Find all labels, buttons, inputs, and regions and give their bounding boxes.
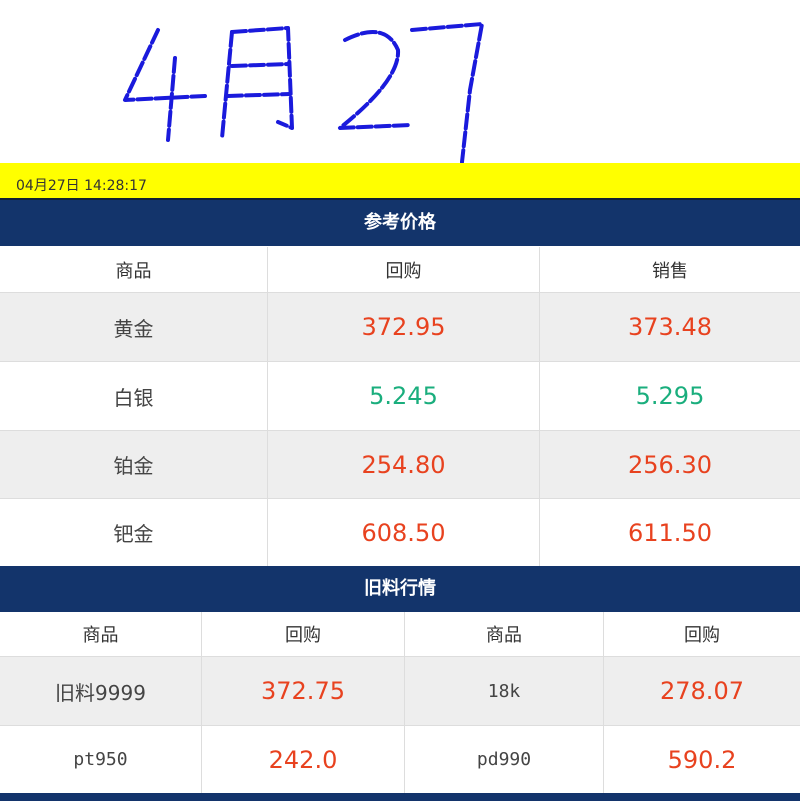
col-sell: 销售 <box>652 260 688 282</box>
product-name: 白银 <box>0 362 268 430</box>
reference-column-headers: 商品 回购 销售 <box>0 247 800 292</box>
table-row: 旧料9999 372.75 18k 278.07 <box>0 656 800 725</box>
product-name: 钯金 <box>0 499 268 566</box>
product-name: pd990 <box>405 726 604 793</box>
table-row: pt950 242.0 pd990 590.2 <box>0 725 800 793</box>
buyback-price: 372.75 <box>202 657 405 725</box>
sell-price: 256.30 <box>628 450 712 479</box>
table-row: 钯金 608.50 611.50 <box>0 498 800 566</box>
table-row: 黄金 372.95 373.48 <box>0 292 800 361</box>
old-material-header: 旧料行情 <box>0 566 800 612</box>
col-buyback: 回购 <box>684 625 720 646</box>
old-material-column-headers: 商品 回购 商品 回购 <box>0 612 800 656</box>
col-buyback: 回购 <box>202 612 405 656</box>
buyback-price: 372.95 <box>268 293 540 361</box>
product-name: pt950 <box>0 726 202 793</box>
col-buyback: 回购 <box>268 247 540 292</box>
buyback-price: 254.80 <box>268 431 540 498</box>
footer-bar <box>0 793 800 801</box>
timestamp: 04月27日 14:28:17 <box>16 178 147 194</box>
col-product: 商品 <box>405 612 604 656</box>
table-row: 铂金 254.80 256.30 <box>0 430 800 498</box>
buyback-price: 590.2 <box>667 745 737 774</box>
buyback-price: 608.50 <box>268 499 540 566</box>
product-name: 黄金 <box>0 293 268 361</box>
product-name: 旧料9999 <box>0 657 202 725</box>
sell-price: 611.50 <box>628 518 712 547</box>
buyback-price: 278.07 <box>660 677 744 705</box>
product-name: 铂金 <box>0 431 268 498</box>
col-product: 商品 <box>0 612 202 656</box>
buyback-price: 242.0 <box>202 726 405 793</box>
table-row: 白银 5.245 5.295 <box>0 361 800 430</box>
sell-price: 5.295 <box>635 382 705 410</box>
col-product: 商品 <box>0 247 268 292</box>
sell-price: 373.48 <box>628 313 712 341</box>
handwritten-date-note <box>123 22 484 163</box>
timestamp-bar: 04月27日 14:28:17 <box>0 163 800 200</box>
product-name: 18k <box>405 657 604 725</box>
reference-price-header: 参考价格 <box>0 200 800 246</box>
buyback-price: 5.245 <box>268 362 540 430</box>
